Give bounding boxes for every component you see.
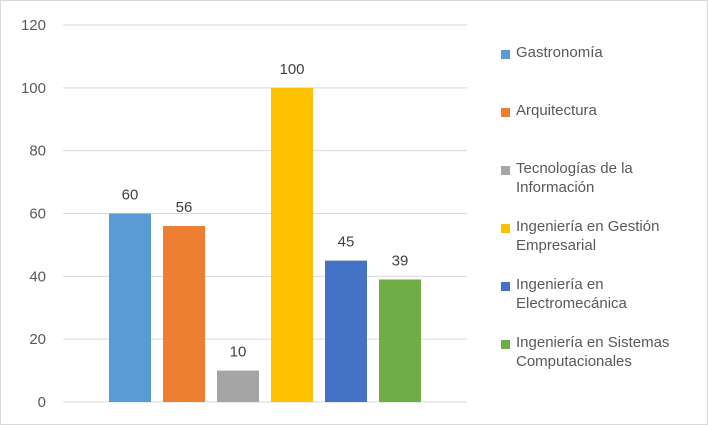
data-label: 45: [338, 234, 355, 251]
legend-swatch: [501, 224, 510, 233]
data-label: 39: [392, 252, 409, 269]
legend-item-tecnologias: Tecnologías de la Información: [501, 157, 701, 215]
data-label: 56: [176, 199, 193, 216]
legend: Gastronomía Arquitectura Tecnologías de …: [501, 41, 701, 389]
legend-item-gestion-empresarial: Ingeniería en Gestión Empresarial: [501, 215, 701, 273]
y-tick-label: 80: [29, 143, 46, 160]
y-tick-label: 40: [29, 268, 46, 285]
legend-label: Gastronomía: [516, 44, 603, 61]
data-label: 60: [122, 187, 139, 204]
legend-swatch: [501, 108, 510, 117]
legend-label: Ingeniería en Sistemas Computacionales: [516, 334, 670, 370]
bar: [379, 279, 421, 402]
plot-area: 0 20 40 60 80 100 120 60 56 10 100 45 39: [21, 17, 467, 411]
legend-swatch: [501, 50, 510, 59]
y-tick-label: 100: [21, 80, 46, 97]
legend-item-sistemas-computacionales: Ingeniería en Sistemas Computacionales: [501, 331, 701, 389]
data-label: 10: [230, 344, 247, 361]
legend-swatch: [501, 340, 510, 349]
bar: [217, 370, 259, 402]
y-tick-label: 120: [21, 17, 46, 34]
bar: [163, 226, 205, 402]
bar: [271, 87, 313, 402]
data-label: 100: [279, 61, 304, 78]
legend-item-gastronomia: Gastronomía: [501, 41, 701, 99]
bar: [325, 260, 367, 402]
legend-item-arquitectura: Arquitectura: [501, 99, 701, 157]
legend-label: Arquitectura: [516, 102, 597, 119]
bar: [109, 213, 151, 402]
legend-label: Tecnologías de la Información: [516, 160, 633, 196]
legend-item-electromecanica: Ingeniería en Electromecánica: [501, 273, 701, 331]
y-tick-label: 0: [38, 394, 46, 411]
legend-label: Ingeniería en Gestión Empresarial: [516, 218, 660, 254]
y-tick-label: 60: [29, 206, 46, 223]
legend-swatch: [501, 166, 510, 175]
legend-label: Ingeniería en Electromecánica: [516, 276, 627, 312]
legend-swatch: [501, 282, 510, 291]
y-tick-label: 20: [29, 331, 46, 348]
